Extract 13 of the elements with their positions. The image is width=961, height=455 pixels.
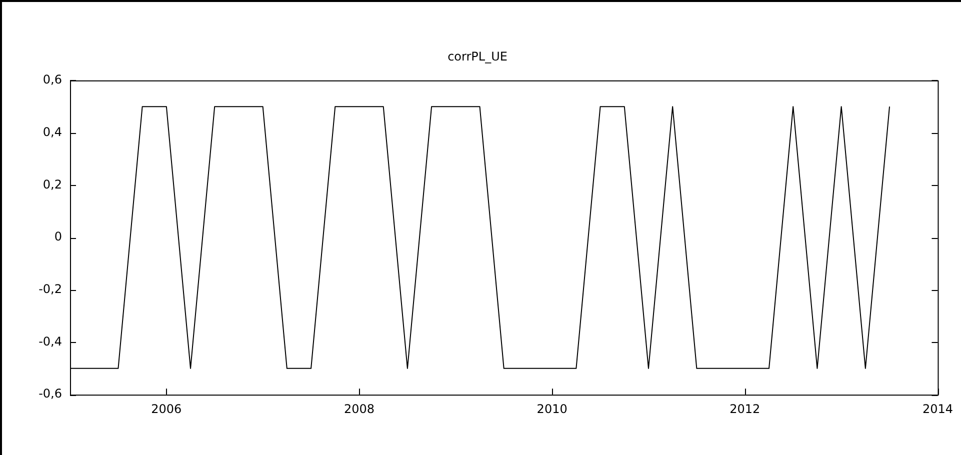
- y-tick-label: 0,2: [42, 177, 62, 192]
- y-tick-label: 0,6: [42, 72, 62, 87]
- x-tick-label: 2012: [730, 402, 760, 416]
- y-tick-label: 0,4: [42, 124, 62, 139]
- x-tick-label: 2010: [536, 402, 568, 416]
- y-tick-label: -0,2: [38, 282, 62, 296]
- y-tick-label: 0: [54, 230, 62, 244]
- y-tick-label: -0,6: [38, 386, 62, 401]
- chart-title: corrPL_UE: [448, 49, 508, 64]
- x-tick-label: 2008: [344, 402, 375, 416]
- y-tick-label: -0,4: [38, 334, 62, 348]
- x-tick-label: 2006: [151, 402, 182, 416]
- x-tick-label: 2014: [922, 402, 954, 416]
